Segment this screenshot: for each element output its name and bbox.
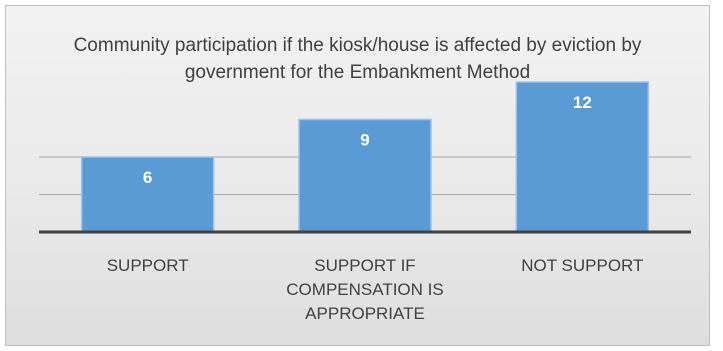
category-label: NOT SUPPORT [521, 256, 644, 275]
bar [515, 81, 650, 233]
bar [80, 156, 215, 233]
chart-area: Community participation if the kiosk/hou… [5, 5, 710, 346]
chart-title: Community participation if the kiosk/hou… [73, 35, 642, 83]
category-label: SUPPORT IF COMPENSATION IS APPROPRIATE [286, 256, 444, 323]
category-label: SUPPORT [106, 256, 189, 275]
data-label: 12 [573, 93, 592, 112]
bar-chart: 6 9 12 [39, 81, 691, 234]
bar [298, 118, 432, 233]
data-label: 6 [143, 168, 152, 187]
data-label: 9 [360, 131, 369, 150]
